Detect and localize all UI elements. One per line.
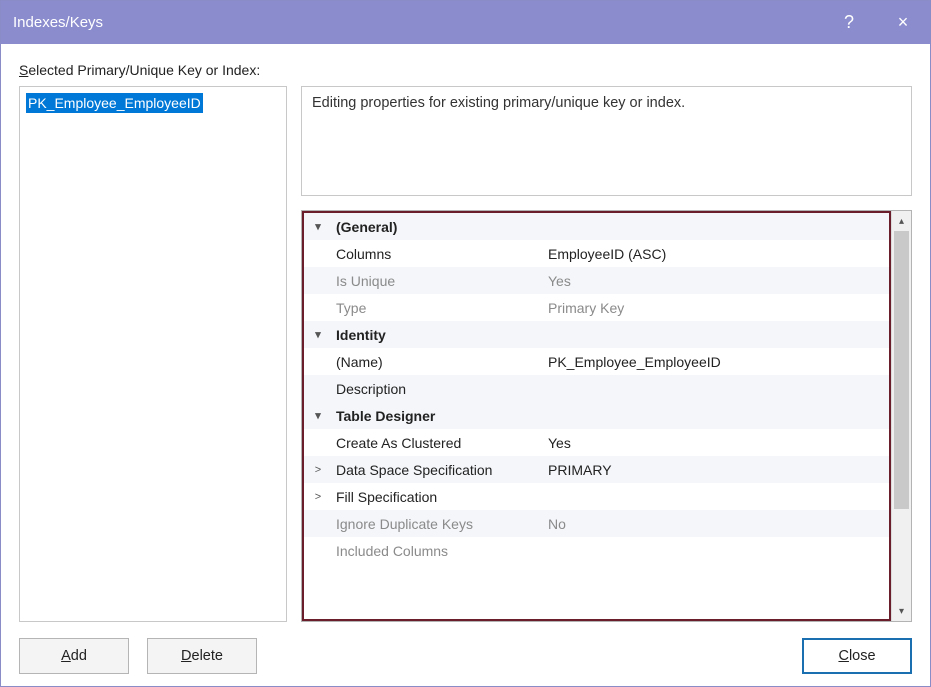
chevron-down-icon[interactable]: ▾ bbox=[304, 328, 332, 341]
btn-text: dd bbox=[71, 648, 87, 664]
prop-key: Type bbox=[332, 300, 544, 316]
chevron-down-icon[interactable]: ▾ bbox=[304, 220, 332, 233]
scroll-thumb[interactable] bbox=[894, 231, 909, 509]
chevron-down-icon[interactable]: ▾ bbox=[304, 409, 332, 422]
prop-value[interactable]: Yes bbox=[544, 435, 889, 451]
property-grid-body[interactable]: ▾ (General) Columns EmployeeID (ASC) bbox=[304, 213, 889, 619]
prop-value: Primary Key bbox=[544, 300, 889, 316]
prop-key: Is Unique bbox=[332, 273, 544, 289]
prop-row-clustered[interactable]: Create As Clustered Yes bbox=[304, 429, 889, 456]
help-icon[interactable]: ? bbox=[822, 1, 876, 44]
scroll-down-icon[interactable]: ▾ bbox=[892, 601, 911, 621]
chevron-right-icon[interactable]: > bbox=[304, 464, 332, 476]
prop-row-description[interactable]: Description bbox=[304, 375, 889, 402]
close-icon[interactable]: × bbox=[876, 1, 930, 44]
section-label: (General) bbox=[332, 219, 544, 235]
prop-key: (Name) bbox=[332, 354, 544, 370]
prop-row-type[interactable]: Type Primary Key bbox=[304, 294, 889, 321]
prop-value[interactable]: PRIMARY bbox=[544, 462, 889, 478]
list-label: Selected Primary/Unique Key or Index: bbox=[19, 62, 912, 78]
btn-accel: A bbox=[61, 648, 71, 664]
prop-value[interactable]: EmployeeID (ASC) bbox=[544, 246, 889, 262]
index-listbox[interactable]: PK_Employee_EmployeeID bbox=[19, 86, 287, 622]
list-label-accel: S bbox=[19, 62, 28, 78]
prop-row-name[interactable]: (Name) PK_Employee_EmployeeID bbox=[304, 348, 889, 375]
btn-accel: C bbox=[838, 648, 848, 664]
section-identity[interactable]: ▾ Identity bbox=[304, 321, 889, 348]
vertical-scrollbar[interactable]: ▴ ▾ bbox=[891, 211, 911, 621]
dialog-window: Indexes/Keys ? × Selected Primary/Unique… bbox=[0, 0, 931, 687]
prop-row-isunique[interactable]: Is Unique Yes bbox=[304, 267, 889, 294]
btn-accel: D bbox=[181, 648, 191, 664]
add-button[interactable]: Add bbox=[19, 638, 129, 674]
prop-key: Data Space Specification bbox=[332, 462, 544, 478]
prop-value[interactable]: PK_Employee_EmployeeID bbox=[544, 354, 889, 370]
section-table-designer[interactable]: ▾ Table Designer bbox=[304, 402, 889, 429]
prop-row-dataspace[interactable]: > Data Space Specification PRIMARY bbox=[304, 456, 889, 483]
prop-value: No bbox=[544, 516, 889, 532]
right-column: Editing properties for existing primary/… bbox=[301, 86, 912, 622]
prop-key: Fill Specification bbox=[332, 489, 544, 505]
prop-row-fillspec[interactable]: > Fill Specification bbox=[304, 483, 889, 510]
btn-text: lose bbox=[849, 648, 876, 664]
property-grid-highlight: ▾ (General) Columns EmployeeID (ASC) bbox=[302, 211, 891, 621]
prop-key: Description bbox=[332, 381, 544, 397]
prop-key: Create As Clustered bbox=[332, 435, 544, 451]
property-grid: ▾ (General) Columns EmployeeID (ASC) bbox=[301, 210, 912, 622]
close-button[interactable]: Close bbox=[802, 638, 912, 674]
prop-key: Columns bbox=[332, 246, 544, 262]
window-title: Indexes/Keys bbox=[13, 14, 822, 31]
section-general[interactable]: ▾ (General) bbox=[304, 213, 889, 240]
titlebar: Indexes/Keys ? × bbox=[1, 1, 930, 44]
list-item[interactable]: PK_Employee_EmployeeID bbox=[26, 93, 203, 113]
chevron-right-icon[interactable]: > bbox=[304, 491, 332, 503]
delete-button[interactable]: Delete bbox=[147, 638, 257, 674]
section-label: Identity bbox=[332, 327, 544, 343]
description-box: Editing properties for existing primary/… bbox=[301, 86, 912, 196]
prop-key: Ignore Duplicate Keys bbox=[332, 516, 544, 532]
prop-row-includedcols[interactable]: Included Columns bbox=[304, 537, 889, 564]
dialog-body: Selected Primary/Unique Key or Index: PK… bbox=[1, 44, 930, 686]
prop-row-ignoredup[interactable]: Ignore Duplicate Keys No bbox=[304, 510, 889, 537]
list-label-text: elected Primary/Unique Key or Index: bbox=[28, 62, 260, 78]
button-row: Add Delete Close bbox=[19, 622, 912, 674]
prop-key: Included Columns bbox=[332, 543, 544, 559]
btn-text: elete bbox=[192, 648, 223, 664]
main-row: PK_Employee_EmployeeID Editing propertie… bbox=[19, 86, 912, 622]
scroll-track[interactable] bbox=[892, 231, 911, 601]
scroll-up-icon[interactable]: ▴ bbox=[892, 211, 911, 231]
section-label: Table Designer bbox=[332, 408, 544, 424]
prop-value: Yes bbox=[544, 273, 889, 289]
left-column: PK_Employee_EmployeeID bbox=[19, 86, 287, 622]
prop-row-columns[interactable]: Columns EmployeeID (ASC) bbox=[304, 240, 889, 267]
